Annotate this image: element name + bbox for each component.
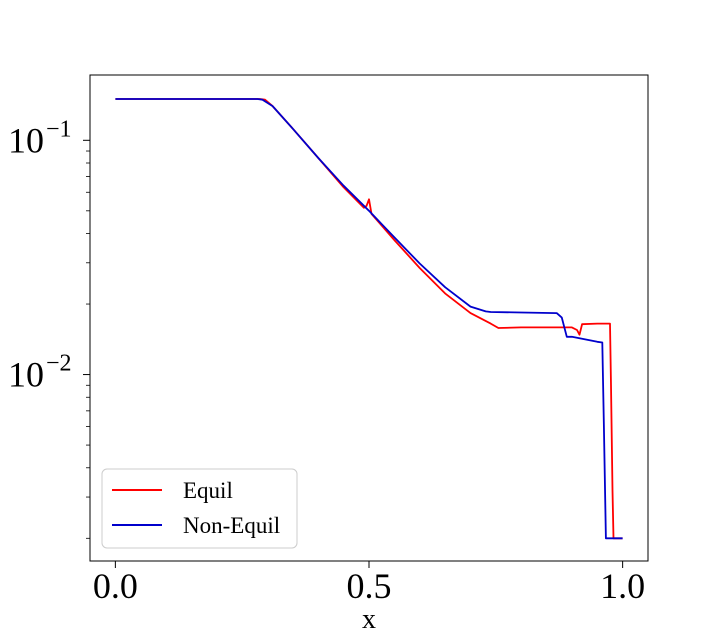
series-line-non-equil <box>115 98 623 540</box>
y-tick-label: 10−1 <box>8 116 72 160</box>
x-tick-label: 0.0 <box>93 566 138 606</box>
y-tick-label: 10−2 <box>8 351 72 395</box>
x-ticks: 0.0 0.5 1.0 <box>93 561 645 606</box>
x-tick-label: 0.5 <box>347 566 392 606</box>
x-tick-label: 1.0 <box>600 566 645 606</box>
x-axis-label: x <box>362 604 376 630</box>
legend: Equil Non-Equil <box>101 468 298 549</box>
plot-lines <box>115 98 623 540</box>
legend-label-non-equil: Non-Equil <box>183 513 280 538</box>
y-major-ticks: 10−1 10−2 <box>8 116 90 395</box>
legend-box <box>101 468 298 549</box>
y-minor-ticks <box>86 150 90 539</box>
plot-frame <box>89 74 649 562</box>
legend-label-equil: Equil <box>183 478 233 503</box>
